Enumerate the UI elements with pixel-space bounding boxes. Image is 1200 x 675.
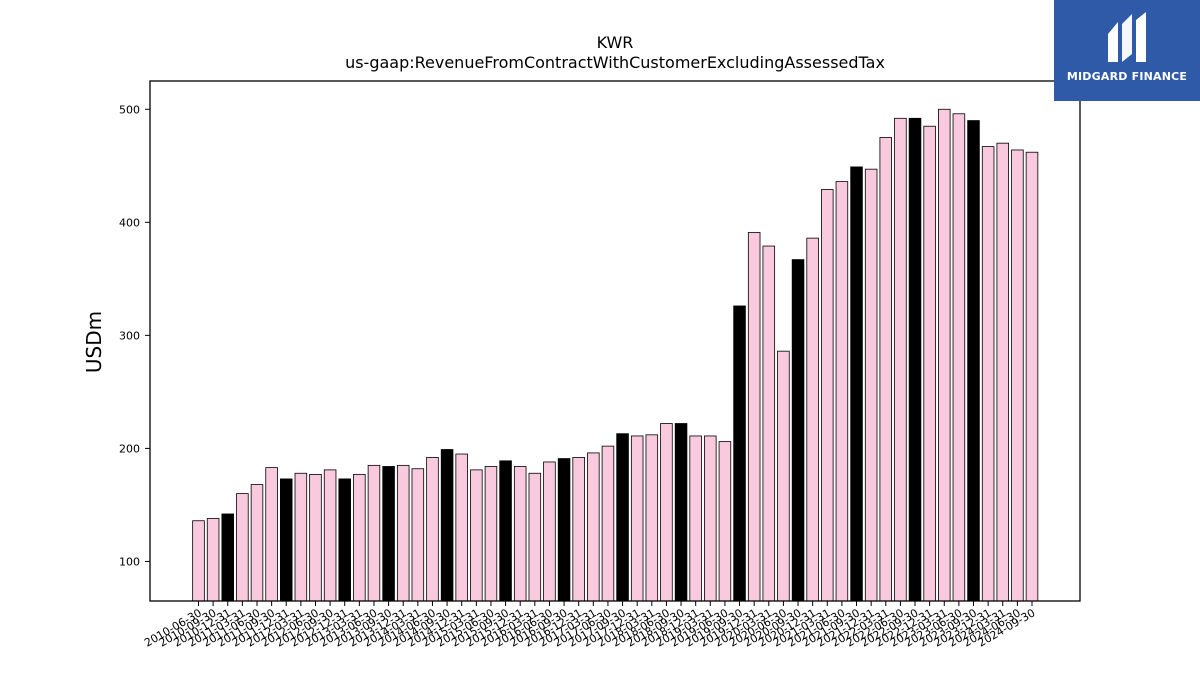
y-tick-label: 100 [119, 555, 140, 568]
bar-2015-03-31 [470, 469, 483, 602]
bar-2017-12-31 [630, 435, 644, 602]
brand-logo: MIDGARD FINANCE [1054, 0, 1200, 101]
bar-2017-03-31 [587, 452, 600, 602]
bar-2022-12-31 [923, 125, 936, 602]
bar-2010-09-30 [206, 518, 220, 602]
bar-2020-12-31 [806, 237, 819, 602]
bar-2021-12-31 [864, 168, 878, 602]
bar-2012-09-30 [323, 469, 337, 602]
bar-2013-12-31 [396, 464, 410, 602]
y-axis-label: USDm [82, 311, 106, 373]
bar-2019-06-30 [718, 441, 732, 602]
bar-2014-06-30 [426, 457, 439, 602]
bar-2011-09-30 [265, 467, 278, 602]
bar-2020-03-31 [762, 245, 776, 602]
bar-2016-09-30 [557, 458, 571, 602]
bar-2024-09-30 [1025, 151, 1039, 602]
bar-2011-03-31 [236, 493, 249, 602]
bar-2010-12-31 [221, 513, 234, 602]
bar-2017-06-30 [601, 445, 615, 602]
bar-2013-09-30 [382, 466, 395, 602]
bar-2021-09-30 [850, 166, 863, 602]
bar-2024-03-31 [996, 142, 1010, 602]
plot-frame [149, 80, 1081, 602]
bars-group [192, 108, 1039, 602]
bar-2018-12-31 [689, 435, 702, 602]
bar-2012-12-31 [338, 478, 351, 602]
bar-2023-12-31 [981, 146, 995, 602]
bar-2020-06-30 [777, 350, 790, 602]
brand-name: MIDGARD FINANCE [1066, 70, 1188, 83]
bar-2022-03-31 [879, 137, 893, 602]
bar-2018-06-30 [660, 423, 673, 602]
y-tick-label: 400 [119, 216, 140, 229]
bar-2014-09-30 [440, 449, 454, 602]
bar-2015-06-30 [484, 466, 498, 602]
y-tick-label: 300 [119, 329, 140, 342]
bar-2011-12-31 [279, 478, 293, 602]
bar-2010-06-30 [192, 520, 205, 602]
bar-2018-09-30 [674, 423, 688, 602]
chart-subtitle: us-gaap:RevenueFromContractWithCustomerE… [345, 53, 885, 72]
bar-2016-06-30 [543, 461, 556, 602]
y-tick-label: 200 [119, 442, 140, 455]
bar-2019-12-31 [747, 232, 761, 602]
y-tick-label: 500 [119, 103, 140, 116]
bar-2011-06-30 [250, 484, 264, 602]
bar-2021-03-31 [821, 189, 834, 602]
bar-2023-03-31 [938, 108, 951, 602]
bar-2021-06-30 [835, 181, 849, 602]
bar-2016-12-31 [572, 457, 585, 602]
bar-2023-06-30 [952, 113, 966, 602]
bar-2016-03-31 [528, 472, 542, 602]
bar-2014-12-31 [455, 453, 468, 602]
bar-2023-09-30 [967, 120, 980, 602]
bar-2017-09-30 [616, 433, 629, 602]
bar-2022-06-30 [894, 117, 907, 602]
bar-2012-03-31 [294, 472, 308, 602]
bar-2013-03-31 [353, 473, 366, 602]
midgard-m-icon [1108, 12, 1146, 62]
bar-2024-06-30 [1011, 149, 1024, 602]
y-axis: 100 200 300 400 500 [119, 103, 150, 568]
chart-title: KWR [597, 33, 634, 52]
bar-2019-09-30 [733, 305, 746, 602]
bar-2014-03-31 [411, 468, 425, 602]
bar-2019-03-31 [704, 435, 717, 602]
x-axis: 2010-06-302010-09-302010-12-312011-03-31… [142, 601, 1038, 650]
bar-2020-09-30 [791, 259, 805, 602]
bar-2013-06-30 [367, 464, 381, 602]
bar-2022-09-30 [908, 117, 922, 602]
bar-2018-03-31 [645, 434, 659, 602]
bar-2015-09-30 [499, 460, 512, 602]
bar-2012-06-30 [309, 473, 322, 602]
bar-2015-12-31 [513, 466, 527, 602]
